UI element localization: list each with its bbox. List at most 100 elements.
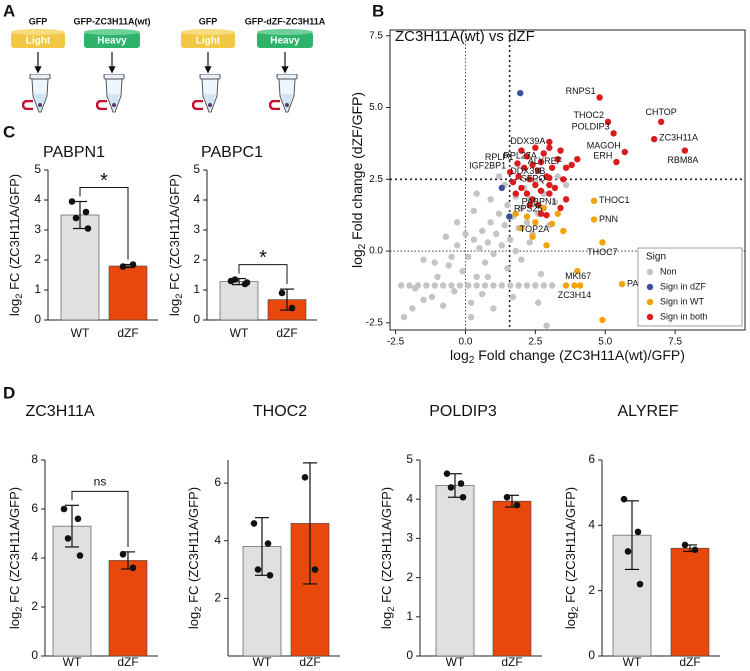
data-point: [498, 282, 506, 289]
heavy-plate: [84, 32, 140, 48]
x-tick-label: dZF: [276, 326, 297, 340]
replicate-point: [84, 225, 92, 232]
y-tick-label: 2: [214, 591, 221, 605]
replicate-point: [620, 495, 628, 503]
significance-bracket: [238, 264, 288, 285]
y-tick-label: 5: [34, 162, 41, 176]
data-point: [599, 316, 606, 324]
protein-label: GFP: [29, 16, 48, 26]
data-point: [490, 305, 497, 312]
y-tick-label: 2: [193, 252, 200, 266]
y-axis-title-part: FC (ZC3H11A/GFP): [563, 487, 578, 607]
significance-bracket: [71, 490, 129, 547]
data-point: [487, 219, 494, 226]
data-point: [504, 201, 511, 209]
data-point: [518, 147, 525, 154]
y-tick-label: 3: [34, 222, 41, 236]
data-point: [518, 256, 525, 263]
data-point: [495, 173, 503, 180]
replicate-point: [76, 552, 84, 559]
error-bar: [73, 200, 87, 230]
y-axis-title-part: FC (ZC3H11A/GFP): [186, 487, 201, 607]
y-axis-title-part: 2: [357, 243, 368, 249]
y-tick-label: 2: [406, 570, 413, 584]
x-tick-label: dZF: [501, 655, 522, 669]
data-point: [526, 201, 533, 209]
y-axis-title-part: 2: [14, 607, 24, 612]
y-tick-label: 0: [31, 648, 38, 662]
replicate-point: [503, 493, 511, 501]
chart-title: PABPC1: [201, 144, 263, 161]
x-axis-title-part: 2: [469, 355, 475, 366]
replicate-point: [129, 261, 137, 268]
bar: [435, 485, 475, 657]
replicate-point: [288, 304, 296, 312]
data-point: [512, 190, 519, 197]
point-annotation: ZC3H14: [558, 290, 592, 300]
y-axis-title-part: log: [186, 612, 201, 629]
data-point: [562, 196, 570, 203]
data-point: [459, 267, 466, 275]
tube: [277, 74, 297, 112]
data-point: [560, 227, 567, 235]
data-point: [420, 256, 427, 263]
replicate-point: [636, 580, 644, 588]
y-axis-title-part: 2: [14, 294, 24, 299]
data-point: [621, 148, 629, 156]
panel-label: A: [3, 1, 15, 20]
tube: [30, 74, 50, 112]
point-annotation: SFPQ: [521, 173, 546, 183]
data-point: [546, 181, 553, 189]
data-point: [481, 259, 489, 266]
data-point: [515, 173, 522, 180]
replicate-point: [64, 535, 72, 542]
data-point: [576, 282, 584, 289]
y-axis-title-part: 2: [174, 294, 184, 299]
data-point: [529, 233, 536, 240]
data-point: [529, 161, 536, 169]
replicate-point: [513, 501, 521, 509]
data-point: [495, 210, 503, 217]
data-point: [537, 158, 545, 166]
data-point: [520, 164, 528, 171]
data-point: [481, 282, 489, 289]
y-axis-title-part: FC (ZC3H11A/GFP): [7, 174, 22, 294]
data-point: [548, 220, 556, 227]
error-bar: [303, 462, 317, 585]
replicate-point: [72, 214, 80, 222]
data-point: [431, 259, 438, 266]
data-point: [534, 299, 542, 306]
y-tick-label: -2.5: [366, 317, 384, 328]
data-point: [428, 293, 436, 301]
point-annotation: ERH: [593, 150, 612, 160]
replicate-point: [60, 505, 68, 513]
replicate-point: [254, 566, 262, 573]
data-point: [476, 244, 483, 252]
data-point: [473, 273, 480, 281]
data-point: [562, 181, 570, 189]
bar: [52, 525, 92, 657]
data-point: [532, 282, 539, 289]
replicate-point: [129, 564, 137, 572]
y-tick-label: 4: [193, 192, 200, 206]
x-tick-label: WT: [253, 655, 272, 669]
data-point: [551, 199, 559, 206]
replicate-point: [691, 546, 699, 554]
media-label: Heavy: [97, 36, 127, 47]
y-axis-title: log2 FC (ZC3H11A/GFP): [379, 487, 396, 629]
data-point: [523, 282, 531, 289]
data-point: [431, 282, 438, 289]
replicate-point: [243, 279, 251, 286]
x-axis-title: log2 Fold change (ZC3H11A(wt)/GFP): [450, 347, 685, 366]
significance-label: *: [100, 170, 108, 192]
y-axis-title: log2 FC (ZC3H11A/GFP): [186, 487, 203, 629]
protein-label: GFP: [199, 16, 218, 26]
magnet: [270, 101, 280, 109]
y-tick-label: 2.5: [369, 174, 383, 185]
data-point: [453, 242, 461, 249]
data-point: [681, 147, 689, 154]
replicate-point: [68, 198, 76, 205]
legend-box: [637, 247, 743, 327]
bar: [108, 560, 148, 657]
